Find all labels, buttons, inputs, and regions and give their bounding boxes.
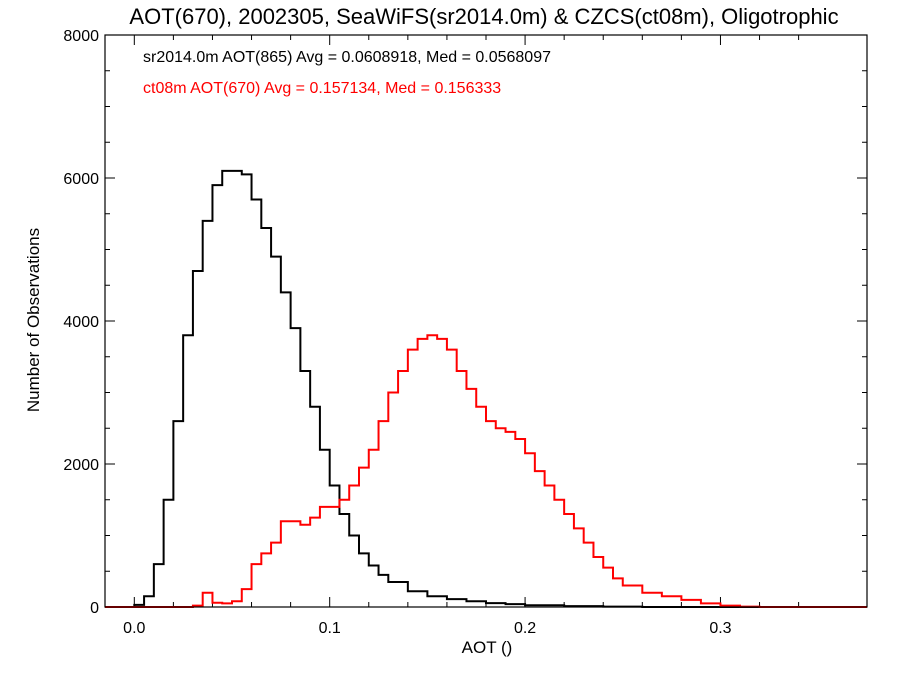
y-tick-label: 8000	[63, 28, 99, 45]
y-tick-label: 0	[90, 600, 99, 617]
axis-ticks	[105, 34, 867, 608]
y-tick-label: 4000	[63, 314, 99, 331]
annotations: sr2014.0m AOT(865) Avg = 0.0608918, Med …	[143, 49, 551, 97]
x-tick-label: 0.1	[319, 620, 341, 637]
annotation-2: ct08m AOT(670) Avg = 0.157134, Med = 0.1…	[143, 80, 501, 97]
plot-frame	[104, 34, 868, 608]
x-tick-label: 0.3	[709, 620, 731, 637]
annotation-1: sr2014.0m AOT(865) Avg = 0.0608918, Med …	[143, 49, 551, 66]
y-axis-label: Number of Observations	[24, 228, 43, 412]
tick-labels: 0.0 0.1 0.2 0.3 0 2000 4000 6000 8000	[63, 28, 731, 637]
x-tick-label: 0.2	[514, 620, 536, 637]
series-line-1	[105, 334, 867, 608]
series-line-0	[105, 169, 867, 608]
chart-title: AOT(670), 2002305, SeaWiFS(sr2014.0m) & …	[129, 4, 838, 29]
x-axis-label: AOT ()	[462, 638, 513, 657]
x-tick-label: 0.0	[123, 620, 145, 637]
y-tick-label: 6000	[63, 171, 99, 188]
series-group	[105, 169, 867, 608]
y-tick-label: 2000	[63, 457, 99, 474]
